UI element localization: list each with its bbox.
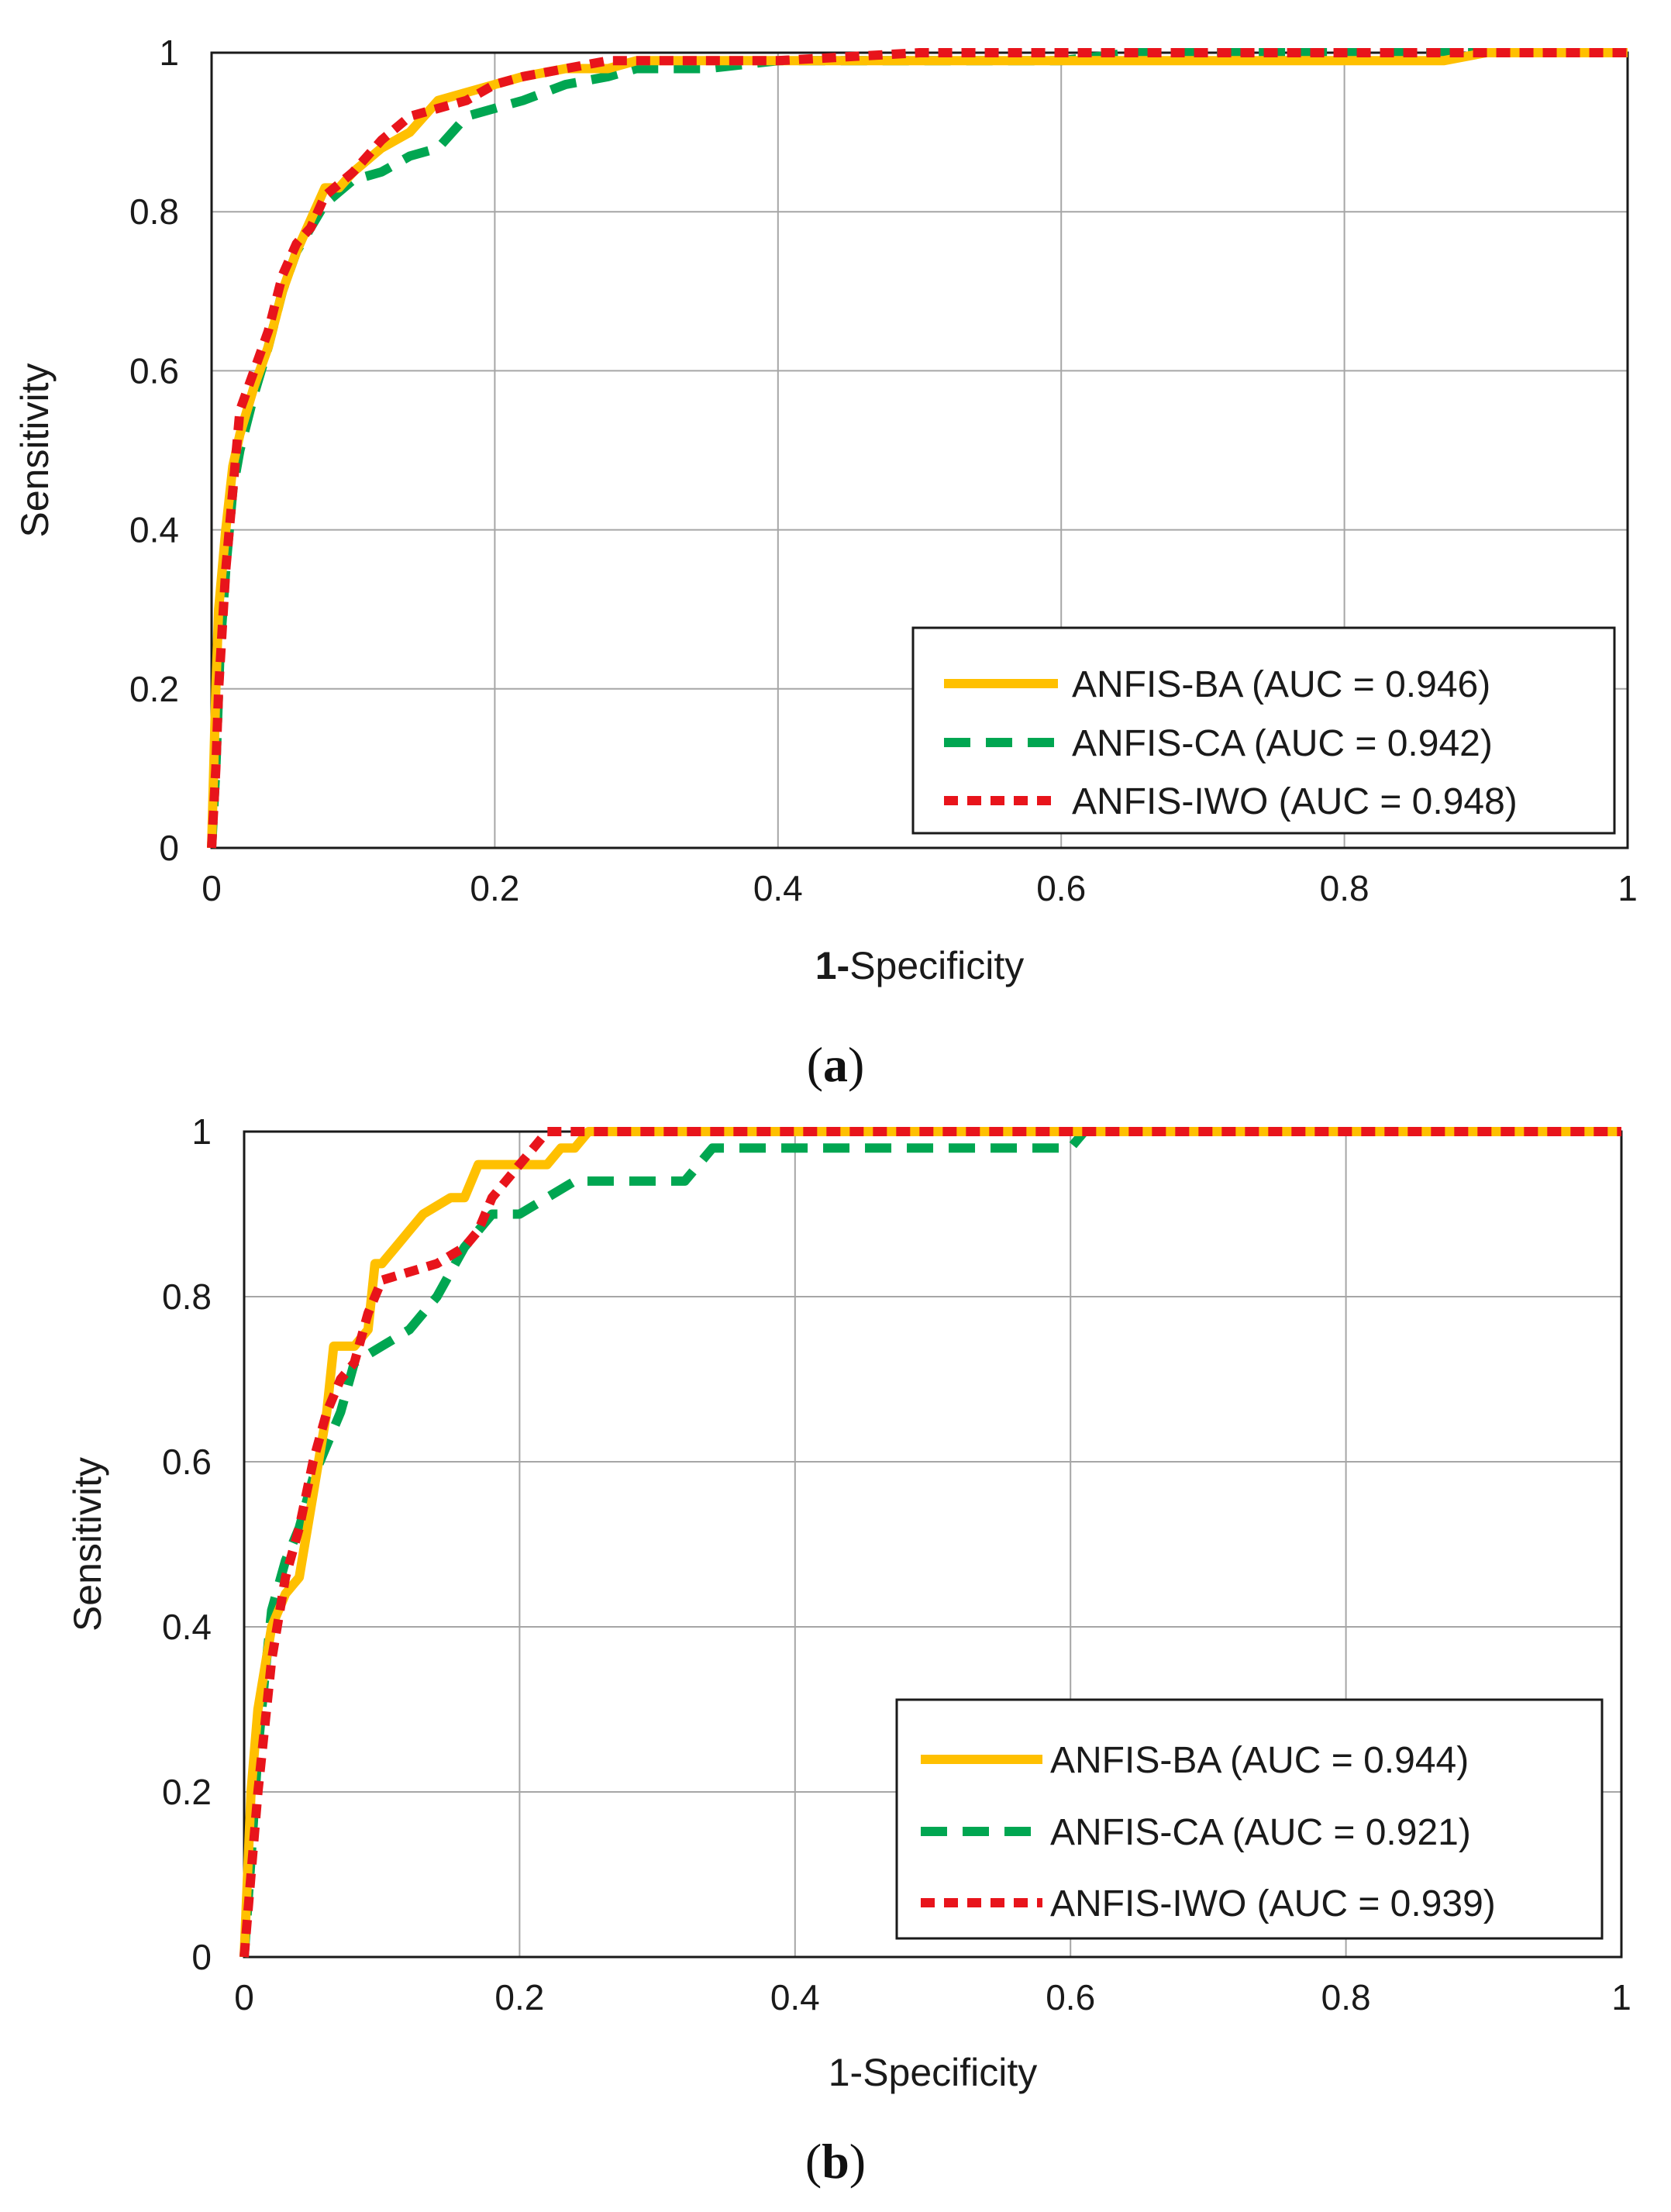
- y-tick-label: 0.2: [162, 1772, 212, 1812]
- x-axis-label: 1-Specificity: [815, 944, 1025, 987]
- caption-close-paren: ): [849, 2134, 866, 2189]
- y-tick-label: 0.2: [129, 669, 179, 709]
- x-tick-label: 0: [234, 1977, 254, 2017]
- legend-entry: ANFIS-CA (AUC = 0.921): [1050, 1812, 1471, 1853]
- caption-letter: b: [822, 2134, 849, 2189]
- chart-panel-b: 0 0.2 0.4 0.6 0.8 1 0 0.2 0.4 0.6 0.8 1 1-Specificit…: [66, 1111, 1631, 2189]
- x-tick-label: 0.2: [470, 868, 519, 908]
- x-tick-label: 0.8: [1320, 868, 1370, 908]
- x-tick-label: 0.8: [1321, 1977, 1371, 2017]
- legend: ANFIS-BA (AUC = 0.944) ANFIS-CA (AUC = 0.…: [895, 1698, 1604, 1940]
- x-tick-label: 1: [1611, 1977, 1631, 2017]
- x-tick-label: 0.4: [770, 1977, 820, 2017]
- y-tick-label: 0: [159, 828, 179, 868]
- x-axis-label-prefix: 1-: [815, 944, 849, 987]
- x-axis-label-text: 1-Specificity: [829, 2051, 1038, 2094]
- y-tick-label: 0.6: [129, 350, 179, 391]
- legend-entry: ANFIS-BA (AUC = 0.946): [1072, 664, 1490, 705]
- y-tick-label: 1: [191, 1111, 212, 1152]
- legend-entry: ANFIS-CA (AUC = 0.942): [1072, 723, 1493, 764]
- x-tick-label: 0.2: [494, 1977, 544, 2017]
- x-axis-label: 1-Specificity: [829, 2051, 1038, 2094]
- x-axis-label-text: Specificity: [849, 944, 1024, 987]
- chart-panel-a: 0 0.2 0.4 0.6 0.8 1 0 0.2 0.4 0.6 0.8 1 1-Specificit…: [13, 33, 1638, 1092]
- y-tick-label: 0.8: [162, 1277, 212, 1317]
- panel-caption: (b): [805, 2134, 866, 2189]
- x-tick-label: 0: [202, 868, 222, 908]
- series-line-anfis-ca: [239, 1127, 1621, 1958]
- panel-caption: (a): [807, 1037, 865, 1092]
- y-tick-label: 0.8: [129, 191, 179, 232]
- x-tick-label: 0.4: [753, 868, 803, 908]
- x-tick-label: 0.6: [1046, 1977, 1095, 2017]
- y-tick-label: 0: [191, 1937, 212, 1977]
- legend-box: [911, 626, 1616, 835]
- legend: ANFIS-BA (AUC = 0.946) ANFIS-CA (AUC = 0.…: [911, 626, 1616, 835]
- y-axis-label: Sensitivity: [66, 1457, 109, 1631]
- legend-entry: ANFIS-BA (AUC = 0.944): [1050, 1740, 1469, 1781]
- y-axis-label: Sensitivity: [13, 363, 57, 537]
- y-tick-label: 0.4: [162, 1607, 212, 1647]
- y-tick-label: 0.4: [129, 510, 179, 550]
- legend-entry: ANFIS-IWO (AUC = 0.939): [1050, 1883, 1496, 1924]
- x-tick-label: 1: [1618, 868, 1638, 908]
- series-line-anfis-iwo: [207, 48, 1628, 849]
- x-tick-label: 0.6: [1036, 868, 1086, 908]
- y-tick-label: 1: [159, 33, 179, 73]
- caption-open-paren: (: [805, 2134, 822, 2189]
- y-tick-label: 0.6: [162, 1442, 212, 1482]
- caption-close-paren: ): [848, 1037, 864, 1092]
- caption-open-paren: (: [807, 1037, 823, 1092]
- legend-entry: ANFIS-IWO (AUC = 0.948): [1072, 781, 1518, 822]
- caption-letter: a: [823, 1037, 848, 1092]
